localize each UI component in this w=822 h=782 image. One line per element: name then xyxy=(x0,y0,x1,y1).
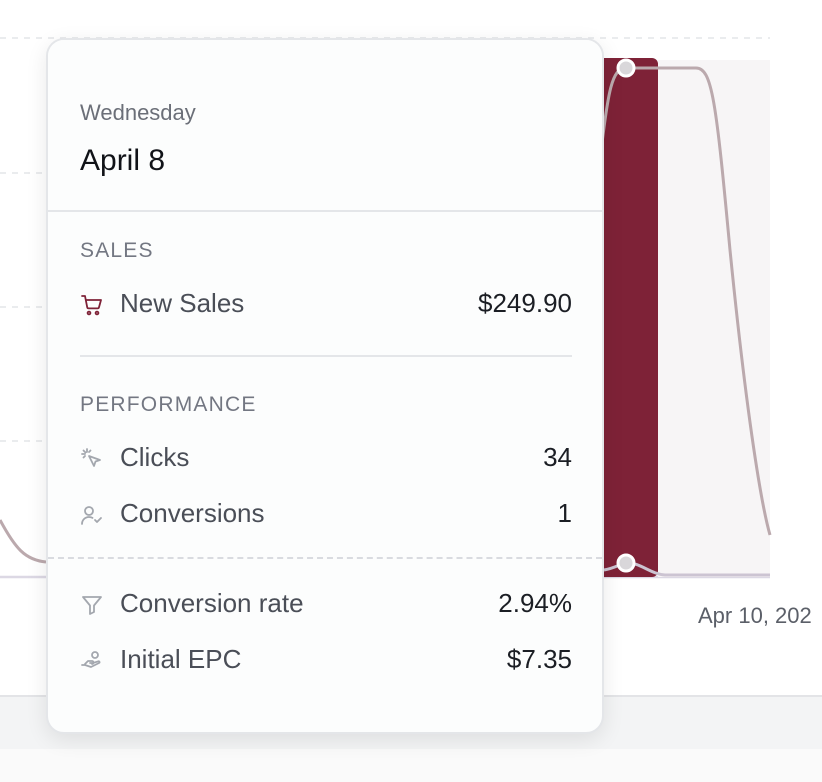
chart-svg xyxy=(0,37,772,579)
chart-tooltip: Wednesday April 8 SALES New Sales $249.9… xyxy=(46,38,604,734)
clicks-row: Clicks 34 xyxy=(80,438,572,478)
tooltip-weekday: Wednesday xyxy=(80,100,196,125)
tooltip-header: Wednesday April 8 xyxy=(48,40,602,212)
chart-area: Apr 10, 202 xyxy=(0,37,812,628)
section-divider xyxy=(80,355,572,357)
hand-coins-icon xyxy=(80,649,104,673)
series-line xyxy=(598,66,772,536)
series-line-left xyxy=(0,519,47,564)
conversion-rate-label: Conversion rate xyxy=(120,588,304,618)
conversions-row: Conversions 1 xyxy=(80,494,572,534)
cart-icon xyxy=(80,293,104,317)
tooltip-date: April 8 xyxy=(80,144,166,177)
conversions-label: Conversions xyxy=(120,498,265,528)
clicks-label: Clicks xyxy=(120,442,190,472)
new-sales-row: New Sales $249.90 xyxy=(80,284,572,324)
data-point-bottom xyxy=(616,553,636,573)
cursor-click-icon xyxy=(80,447,104,471)
initial-epc-label: Initial EPC xyxy=(120,644,242,674)
filter-icon xyxy=(80,593,104,617)
initial-epc-value: $7.35 xyxy=(506,644,572,674)
hover-band xyxy=(658,60,770,577)
conversion-rate-value: 2.94% xyxy=(498,588,572,618)
new-sales-value: $249.90 xyxy=(478,288,572,318)
user-check-icon xyxy=(80,503,104,527)
conversion-rate-row: Conversion rate 2.94% xyxy=(80,584,572,624)
performance-section-heading: PERFORMANCE xyxy=(80,393,257,416)
bottom-background xyxy=(0,749,822,782)
initial-epc-row: Initial EPC $7.35 xyxy=(80,640,572,680)
highlight-bar xyxy=(590,58,658,577)
data-point-top xyxy=(616,58,636,78)
metrics-divider xyxy=(48,557,602,559)
conversions-value: 1 xyxy=(557,498,572,528)
new-sales-label: New Sales xyxy=(120,288,245,318)
sales-section-heading: SALES xyxy=(80,239,154,262)
x-axis-tick-label: Apr 10, 202 xyxy=(698,603,812,628)
clicks-value: 34 xyxy=(543,442,572,472)
